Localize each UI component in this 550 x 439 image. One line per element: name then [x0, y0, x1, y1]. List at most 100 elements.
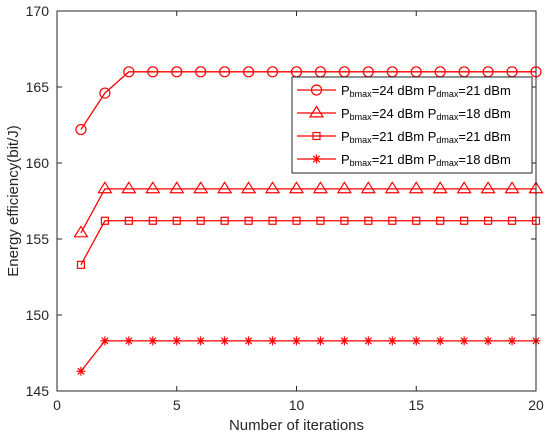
data-point	[504, 181, 520, 194]
data-point	[340, 216, 349, 225]
data-point	[100, 336, 110, 346]
legend-label: Pbmax=24 dBm Pdmax=18 dBm	[341, 106, 511, 122]
data-point	[217, 181, 233, 194]
series-line	[80, 71, 536, 130]
data-point	[480, 181, 496, 194]
data-point	[196, 216, 205, 225]
data-point	[264, 181, 281, 194]
series-triangle	[73, 181, 544, 238]
legend-text-part: P	[341, 152, 350, 167]
data-point	[219, 66, 231, 78]
series-line	[80, 220, 536, 266]
legend-entry: Pbmax=21 dBm Pdmax=21 dBm	[297, 129, 511, 145]
legend-marker	[310, 84, 323, 96]
legend-subscript: dmax	[436, 89, 459, 99]
data-point	[193, 181, 209, 194]
legend-marker	[308, 105, 325, 118]
data-point	[459, 336, 469, 346]
data-point	[220, 336, 230, 346]
legend-label: Pbmax=21 dBm Pdmax=21 dBm	[341, 129, 511, 145]
legend-text-part: P	[341, 106, 350, 121]
legend-subscript: bmax	[350, 112, 373, 122]
y-tick-label: 170	[26, 3, 50, 19]
legend-text-part: P	[341, 83, 350, 98]
data-point	[436, 216, 445, 225]
data-point	[315, 336, 325, 346]
data-point	[147, 66, 159, 78]
series-layer	[73, 66, 544, 376]
legend-text-part: =18 dBm	[458, 106, 510, 121]
axis-ticks: 0 5 10 15 20 145 150 155 160 165 170	[26, 3, 544, 413]
data-point	[363, 336, 373, 346]
legend-subscript: dmax	[436, 112, 459, 122]
data-point	[292, 216, 301, 225]
legend-entry: Pbmax=21 dBm Pdmax=18 dBm	[297, 152, 511, 168]
data-point	[148, 216, 157, 225]
legend-subscript: dmax	[436, 158, 459, 168]
series-line	[80, 188, 536, 234]
data-point	[460, 216, 469, 225]
series-asterisk	[76, 336, 541, 376]
data-point	[360, 181, 376, 194]
series-square	[76, 216, 541, 269]
data-point	[75, 123, 87, 136]
x-tick-label: 5	[173, 397, 181, 413]
data-point	[241, 181, 257, 194]
data-point	[100, 216, 110, 225]
legend-text-part: =21 dBm	[458, 83, 510, 98]
legend-marker	[312, 131, 321, 141]
legend-subscript: dmax	[436, 135, 459, 145]
data-point	[73, 225, 89, 238]
legend-text-part: =21 dBm P	[372, 152, 437, 167]
data-point	[408, 181, 424, 194]
data-point	[195, 66, 207, 78]
legend-marker	[312, 154, 321, 164]
legend-entry: Pbmax=24 dBm Pdmax=21 dBm	[297, 83, 511, 99]
data-point	[316, 216, 325, 225]
series-circle	[75, 66, 542, 136]
y-tick-label: 145	[26, 383, 50, 399]
legend-text-part: =18 dBm	[458, 152, 510, 167]
legend-subscript: bmax	[350, 89, 373, 99]
legend-text-part: =21 dBm P	[372, 129, 437, 144]
data-point	[172, 336, 182, 346]
data-point	[268, 216, 277, 225]
y-tick-label: 150	[26, 307, 50, 323]
data-point	[243, 66, 255, 78]
y-tick-label: 160	[26, 155, 50, 171]
data-point	[507, 216, 517, 225]
legend-subscript: bmax	[350, 158, 373, 168]
data-point	[435, 336, 445, 346]
data-point	[123, 66, 135, 78]
data-point	[196, 336, 206, 346]
plot-frame	[56, 10, 537, 392]
data-point	[483, 336, 493, 346]
legend-box	[291, 76, 533, 174]
x-axis-label: Number of iterations	[229, 417, 364, 434]
y-axis-label: Energy efficiency(bit/J)	[5, 125, 22, 276]
legend-text-part: =21 dBm	[458, 129, 510, 144]
data-point	[220, 216, 229, 225]
data-point	[97, 181, 113, 194]
data-point	[456, 181, 472, 194]
legend-text-part: =24 dBm P	[372, 106, 437, 121]
data-point	[145, 181, 161, 194]
legend-subscript: bmax	[350, 135, 373, 145]
y-tick-label: 165	[26, 79, 50, 95]
data-point	[244, 216, 253, 225]
data-point	[387, 336, 397, 346]
data-point	[364, 216, 373, 225]
data-point	[171, 66, 183, 78]
data-point	[244, 336, 254, 346]
series-line	[80, 340, 536, 372]
data-point	[148, 336, 158, 346]
data-point	[339, 336, 349, 346]
y-tick-label: 155	[26, 231, 50, 247]
data-point	[99, 87, 111, 99]
data-point	[432, 181, 448, 194]
data-point	[268, 336, 278, 346]
data-point	[384, 181, 400, 194]
data-point	[484, 216, 493, 225]
